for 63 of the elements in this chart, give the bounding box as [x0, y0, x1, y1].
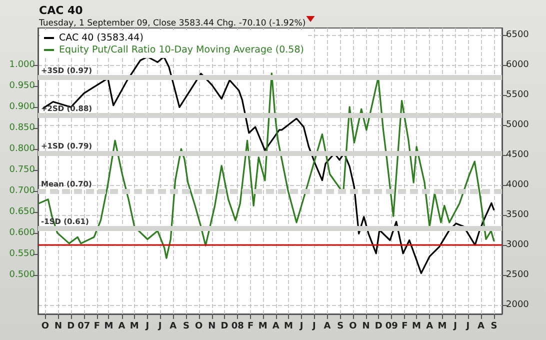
y2-tick-label: 3500 [506, 210, 530, 220]
x-tick-label: A [272, 322, 280, 332]
y-tick-label: 1.000 [9, 60, 36, 70]
x-tick-label: N [208, 322, 216, 332]
y-tick-label: 0.950 [9, 80, 36, 91]
y2-tick-label: 2500 [506, 270, 530, 280]
legend-label: CAC 40 (3583.44) [59, 32, 144, 44]
y-tick-label: 0.700 [9, 186, 36, 196]
x-tick-label: O [349, 322, 358, 332]
y2-tick-label: 5000 [506, 120, 530, 130]
x-tick-label: J [452, 322, 457, 332]
y-tick-label: 0.750 [9, 164, 36, 175]
y-tick-label: 0.850 [9, 122, 36, 133]
y2-tick-label: 4000 [506, 180, 530, 190]
y2-tick-label: 2000 [506, 300, 530, 310]
y-tick-label: 0.650 [9, 206, 36, 217]
y-tick-label: 0.600 [9, 228, 36, 238]
x-tick-label: S [182, 322, 190, 332]
x-tick-label: J [144, 322, 150, 332]
x-tick-label: A [170, 322, 177, 332]
x-tick-label: A [118, 322, 126, 332]
chart-subtitle: Tuesday, 1 September 09, Close 3583.44 Chg. -70.10 (-1.92%) [38, 18, 306, 28]
x-tick-label: N [362, 322, 370, 332]
x-tick-label: J [312, 322, 316, 332]
x-tick-label: 07 [78, 322, 90, 332]
x-tick-label: M [412, 322, 422, 332]
x-tick-label: F [402, 322, 408, 332]
y-tick-label: 0.550 [9, 248, 36, 259]
x-tick-label: J [465, 322, 470, 332]
x-tick-label: M [284, 322, 294, 332]
x-tick-label: F [248, 322, 254, 332]
x-tick-label: M [258, 322, 268, 332]
chart-title: CAC 40 [39, 4, 84, 17]
y-tick-label: 0.500 [9, 270, 36, 280]
y2-tick-label: 4500 [506, 150, 530, 160]
x-tick-label: J [157, 322, 162, 332]
y2-tick-label: 6000 [506, 60, 530, 70]
y-tick-label: 0.900 [9, 102, 36, 112]
y2-tick-label: 3000 [506, 240, 530, 250]
x-tick-label: O [41, 322, 50, 332]
x-tick-label: M [104, 322, 114, 332]
y2-tick-label: 6500 [506, 30, 530, 40]
x-tick-label: D [67, 322, 75, 332]
x-tick-label: O [195, 322, 204, 332]
x-tick-label: A [477, 322, 484, 332]
x-tick-label: A [426, 322, 434, 332]
x-tick-label: 08 [231, 322, 244, 332]
y-tick-label: 0.800 [9, 144, 36, 154]
x-tick-label: F [94, 322, 100, 332]
x-tick-label: M [130, 322, 139, 332]
line-series [42, 56, 495, 274]
x-tick-label: D [374, 322, 382, 332]
x-tick-label: N [54, 322, 62, 332]
x-tick-label: D [220, 322, 228, 332]
line-series [38, 72, 495, 259]
x-tick-label: J [298, 322, 304, 332]
x-tick-label: 09 [385, 322, 398, 332]
y2-tick-label: 5500 [506, 90, 530, 100]
legend-label: Equity Put/Call Ratio 10-Day Moving Average (0.58) [59, 44, 304, 56]
x-tick-label: S [490, 322, 498, 332]
x-tick-label: S [337, 322, 344, 332]
x-tick-label: M [438, 322, 447, 332]
x-tick-label: A [324, 322, 331, 332]
